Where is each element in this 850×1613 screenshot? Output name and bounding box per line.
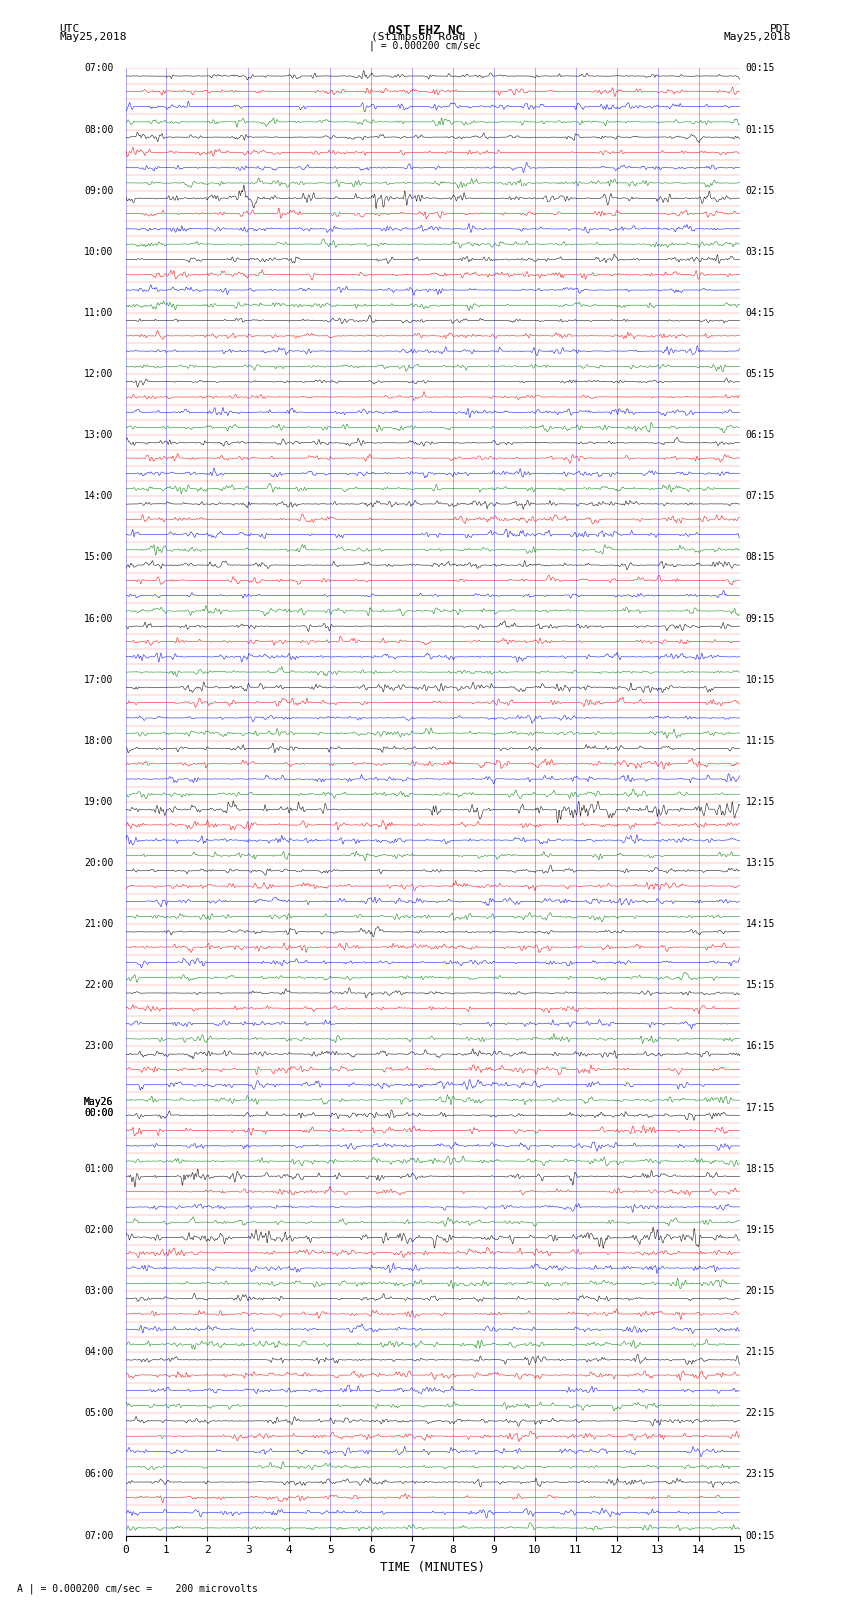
X-axis label: TIME (MINUTES): TIME (MINUTES) bbox=[380, 1561, 485, 1574]
Text: 00:15: 00:15 bbox=[745, 63, 775, 73]
Text: 16:00: 16:00 bbox=[84, 613, 113, 624]
Text: May26
00:00: May26 00:00 bbox=[84, 1097, 113, 1118]
Text: 05:15: 05:15 bbox=[745, 369, 775, 379]
Text: 07:00: 07:00 bbox=[84, 63, 113, 73]
Text: 14:15: 14:15 bbox=[745, 919, 775, 929]
Text: 09:00: 09:00 bbox=[84, 185, 113, 195]
Text: 23:00: 23:00 bbox=[84, 1042, 113, 1052]
Text: UTC: UTC bbox=[60, 24, 80, 34]
Text: 20:00: 20:00 bbox=[84, 858, 113, 868]
Text: 02:00: 02:00 bbox=[84, 1224, 113, 1236]
Text: 16:15: 16:15 bbox=[745, 1042, 775, 1052]
Text: 08:00: 08:00 bbox=[84, 124, 113, 134]
Text: 06:00: 06:00 bbox=[84, 1469, 113, 1479]
Text: | = 0.000200 cm/sec: | = 0.000200 cm/sec bbox=[369, 40, 481, 52]
Text: 05:00: 05:00 bbox=[84, 1408, 113, 1418]
Text: 04:15: 04:15 bbox=[745, 308, 775, 318]
Text: 07:00: 07:00 bbox=[84, 1531, 113, 1540]
Text: (Stimpson Road ): (Stimpson Road ) bbox=[371, 32, 479, 42]
Text: 21:00: 21:00 bbox=[84, 919, 113, 929]
Text: 22:15: 22:15 bbox=[745, 1408, 775, 1418]
Text: 03:00: 03:00 bbox=[84, 1286, 113, 1295]
Text: 23:15: 23:15 bbox=[745, 1469, 775, 1479]
Text: PDT: PDT bbox=[770, 24, 790, 34]
Text: 04:00: 04:00 bbox=[84, 1347, 113, 1357]
Text: OST EHZ NC: OST EHZ NC bbox=[388, 24, 462, 37]
Text: 18:00: 18:00 bbox=[84, 736, 113, 745]
Text: May26
00:00: May26 00:00 bbox=[84, 1097, 113, 1118]
Text: 00:15: 00:15 bbox=[745, 1531, 775, 1540]
Text: May25,2018: May25,2018 bbox=[723, 32, 791, 42]
Text: 12:15: 12:15 bbox=[745, 797, 775, 806]
Text: 01:00: 01:00 bbox=[84, 1163, 113, 1174]
Text: 10:00: 10:00 bbox=[84, 247, 113, 256]
Text: 18:15: 18:15 bbox=[745, 1163, 775, 1174]
Text: 21:15: 21:15 bbox=[745, 1347, 775, 1357]
Text: 06:15: 06:15 bbox=[745, 431, 775, 440]
Text: 15:15: 15:15 bbox=[745, 981, 775, 990]
Text: 10:15: 10:15 bbox=[745, 674, 775, 684]
Text: 07:15: 07:15 bbox=[745, 492, 775, 502]
Text: 19:00: 19:00 bbox=[84, 797, 113, 806]
Text: 22:00: 22:00 bbox=[84, 981, 113, 990]
Text: 19:15: 19:15 bbox=[745, 1224, 775, 1236]
Text: 17:00: 17:00 bbox=[84, 674, 113, 684]
Text: 03:15: 03:15 bbox=[745, 247, 775, 256]
Text: 13:15: 13:15 bbox=[745, 858, 775, 868]
Text: 13:00: 13:00 bbox=[84, 431, 113, 440]
Text: 12:00: 12:00 bbox=[84, 369, 113, 379]
Text: 02:15: 02:15 bbox=[745, 185, 775, 195]
Text: 01:15: 01:15 bbox=[745, 124, 775, 134]
Text: 09:15: 09:15 bbox=[745, 613, 775, 624]
Text: May25,2018: May25,2018 bbox=[60, 32, 127, 42]
Text: 08:15: 08:15 bbox=[745, 552, 775, 563]
Text: 15:00: 15:00 bbox=[84, 552, 113, 563]
Text: 11:00: 11:00 bbox=[84, 308, 113, 318]
Text: 20:15: 20:15 bbox=[745, 1286, 775, 1295]
Text: 17:15: 17:15 bbox=[745, 1103, 775, 1113]
Text: 11:15: 11:15 bbox=[745, 736, 775, 745]
Text: A | = 0.000200 cm/sec =    200 microvolts: A | = 0.000200 cm/sec = 200 microvolts bbox=[17, 1582, 258, 1594]
Text: 14:00: 14:00 bbox=[84, 492, 113, 502]
